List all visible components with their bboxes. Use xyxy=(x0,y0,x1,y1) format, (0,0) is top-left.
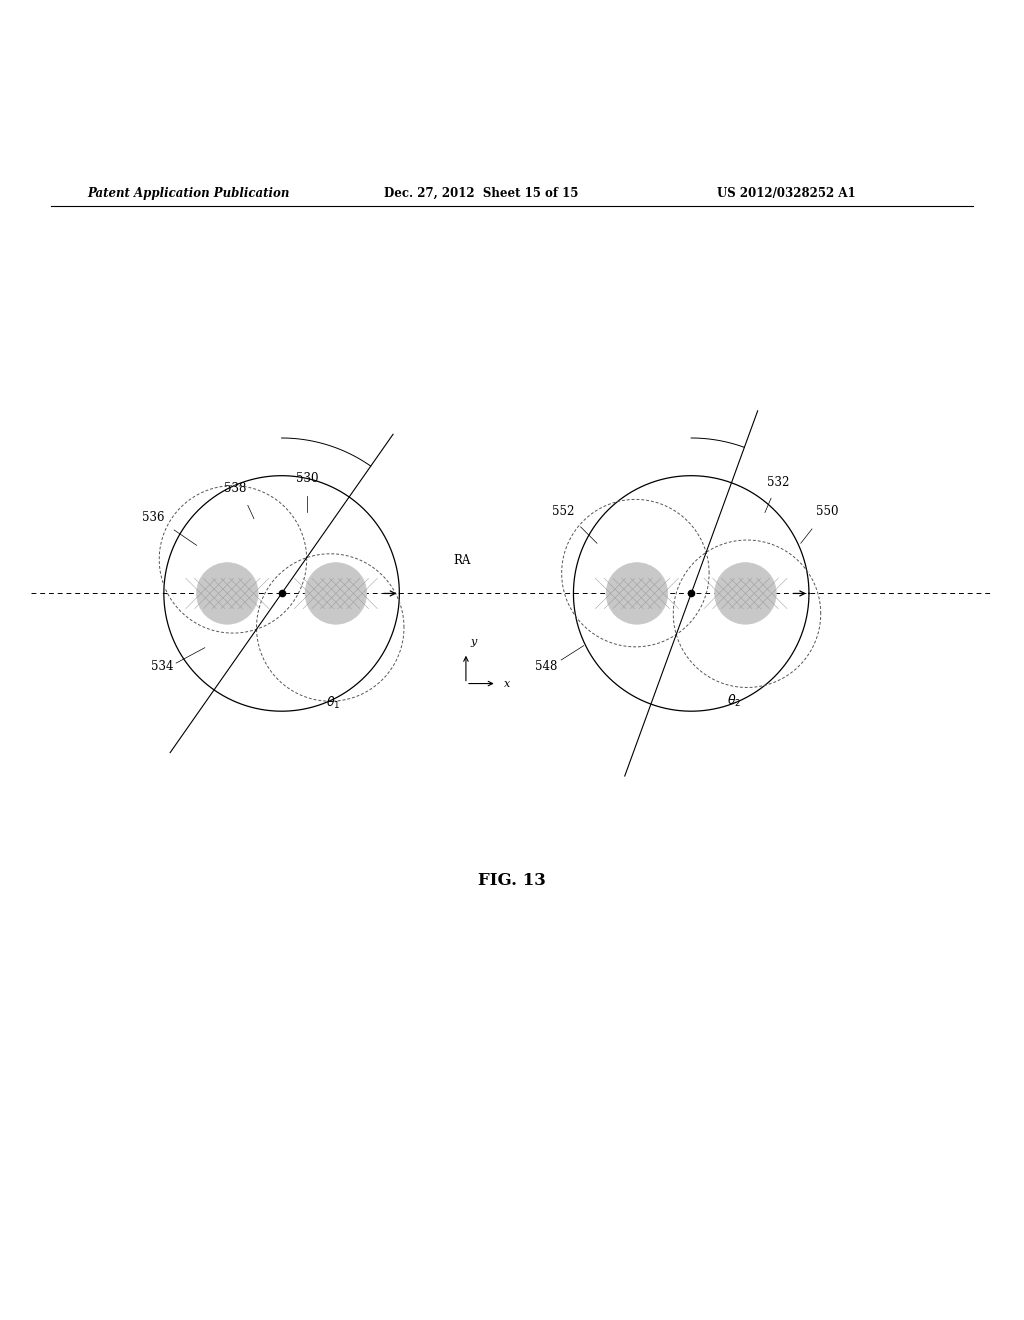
Text: 552: 552 xyxy=(552,504,574,517)
Circle shape xyxy=(715,562,776,624)
Text: $\theta_2$: $\theta_2$ xyxy=(727,693,741,709)
Text: 534: 534 xyxy=(151,660,173,673)
Text: 550: 550 xyxy=(816,504,839,517)
Text: Dec. 27, 2012  Sheet 15 of 15: Dec. 27, 2012 Sheet 15 of 15 xyxy=(384,186,579,199)
Text: 538: 538 xyxy=(224,482,247,495)
Text: 548: 548 xyxy=(535,660,557,673)
Text: RA: RA xyxy=(454,554,471,566)
Text: 532: 532 xyxy=(767,477,790,488)
Text: $\theta_1$: $\theta_1$ xyxy=(326,694,340,711)
Text: y: y xyxy=(470,636,476,647)
Circle shape xyxy=(305,562,367,624)
Text: 530: 530 xyxy=(296,471,318,484)
Text: x: x xyxy=(504,678,510,689)
Circle shape xyxy=(606,562,668,624)
Circle shape xyxy=(197,562,258,624)
Text: US 2012/0328252 A1: US 2012/0328252 A1 xyxy=(717,186,855,199)
Text: Patent Application Publication: Patent Application Publication xyxy=(87,186,290,199)
Text: FIG. 13: FIG. 13 xyxy=(478,871,546,888)
Text: 536: 536 xyxy=(142,511,165,524)
